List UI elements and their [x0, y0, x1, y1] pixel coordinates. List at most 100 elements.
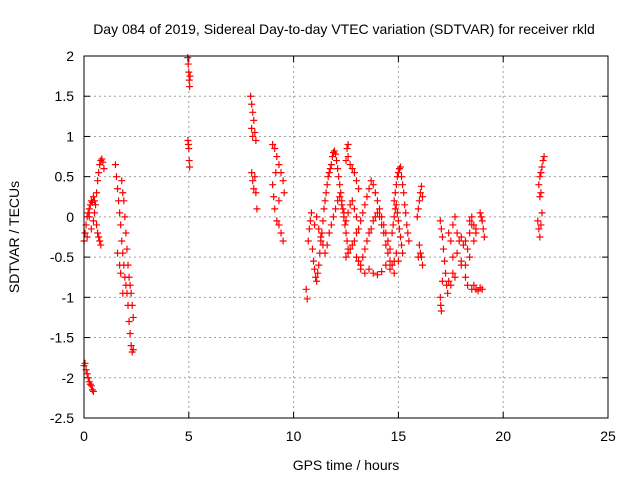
data-point: [350, 169, 358, 177]
data-point: [86, 380, 94, 388]
data-point: [466, 217, 474, 225]
data-point: [389, 221, 397, 229]
data-point: [270, 193, 278, 201]
data-point: [442, 269, 450, 277]
data-point: [334, 197, 342, 205]
data-point: [392, 201, 400, 209]
data-point: [350, 205, 358, 213]
data-point: [83, 370, 91, 378]
data-point: [251, 128, 259, 136]
data-point: [477, 213, 485, 221]
data-point: [402, 209, 410, 217]
data-point: [391, 189, 399, 197]
data-point: [251, 173, 259, 181]
data-point: [90, 209, 98, 217]
data-point: [367, 225, 375, 233]
data-point: [413, 213, 421, 221]
data-point: [355, 185, 363, 193]
data-point: [384, 237, 392, 245]
data-point: [185, 157, 193, 165]
data-point: [417, 182, 425, 190]
data-point: [394, 217, 402, 225]
data-point: [184, 54, 192, 62]
data-point: [250, 116, 258, 124]
x-tick-label: 0: [80, 428, 88, 444]
data-point: [437, 307, 445, 315]
data-point: [361, 269, 369, 277]
data-point: [313, 277, 321, 285]
data-point: [128, 301, 136, 309]
y-tick-label: 1.5: [55, 88, 75, 104]
data-point: [468, 213, 476, 221]
data-point: [114, 249, 122, 257]
data-point: [311, 221, 319, 229]
data-point: [310, 257, 318, 265]
data-point: [314, 269, 322, 277]
data-point: [319, 217, 327, 225]
data-point: [184, 60, 192, 68]
data-point: [419, 193, 427, 201]
data-point: [344, 140, 352, 148]
data-point: [116, 261, 124, 269]
data-point: [304, 237, 312, 245]
data-point: [444, 289, 452, 297]
data-point: [186, 163, 194, 171]
data-point: [95, 233, 103, 241]
data-point: [480, 233, 488, 241]
data-point: [392, 181, 400, 189]
data-point: [249, 132, 257, 140]
data-point: [367, 177, 375, 185]
data-point: [93, 189, 101, 197]
data-point: [98, 155, 106, 163]
data-point: [327, 161, 335, 169]
data-point: [118, 177, 126, 185]
data-point: [365, 185, 373, 193]
data-point: [536, 173, 544, 181]
data-point: [324, 173, 332, 181]
data-point: [279, 177, 287, 185]
data-point: [332, 150, 340, 158]
data-point: [404, 229, 412, 237]
data-point: [363, 237, 371, 245]
data-point: [89, 193, 97, 201]
data-point: [455, 237, 463, 245]
data-point: [336, 193, 344, 201]
data-point: [453, 249, 461, 257]
data-point: [119, 289, 127, 297]
data-point: [87, 225, 95, 233]
data-point: [391, 205, 399, 213]
data-point: [373, 209, 381, 217]
data-point: [275, 161, 283, 169]
data-point: [386, 245, 394, 253]
data-point: [348, 197, 356, 205]
data-point: [438, 233, 446, 241]
data-point: [395, 165, 403, 173]
data-point: [346, 245, 354, 253]
data-point: [436, 217, 444, 225]
data-point: [378, 268, 386, 276]
data-point: [277, 229, 285, 237]
x-tick-label: 15: [391, 428, 407, 444]
data-point: [536, 193, 544, 201]
y-tick-label: 2: [66, 48, 74, 64]
data-point: [250, 185, 258, 193]
data-point: [384, 249, 392, 257]
data-point: [537, 221, 545, 229]
data-point: [536, 233, 544, 241]
data-point: [117, 269, 125, 277]
data-point: [466, 253, 474, 261]
data-point: [352, 229, 360, 237]
data-point: [445, 229, 453, 237]
data-point: [342, 253, 350, 261]
data-point: [125, 317, 133, 325]
data-point: [464, 281, 472, 289]
data-point: [272, 169, 280, 177]
data-point: [436, 293, 444, 301]
data-point: [470, 221, 478, 229]
data-point: [343, 237, 351, 245]
data-point: [457, 233, 465, 241]
data-point: [382, 241, 390, 249]
data-point: [355, 257, 363, 265]
data-point: [116, 209, 124, 217]
data-point: [348, 165, 356, 173]
